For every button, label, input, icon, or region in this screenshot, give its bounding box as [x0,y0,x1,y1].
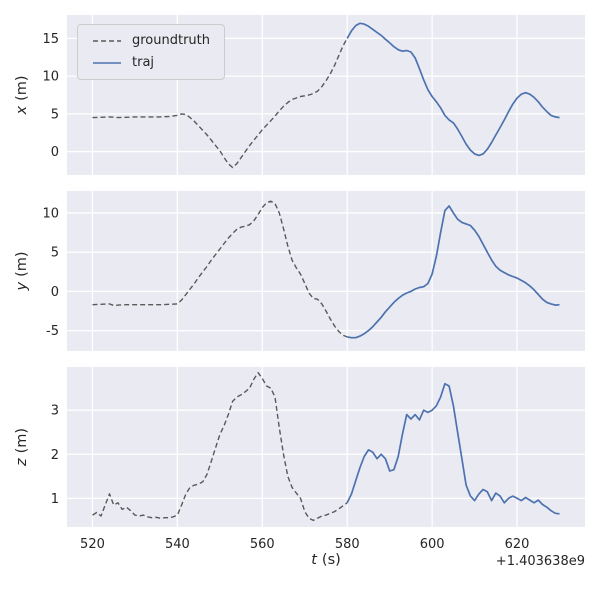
x-tick-label: 560 [250,537,275,552]
x-tick-label: 520 [80,537,105,552]
y-tick-label: 2 [51,448,59,463]
legend: groundtruth traj [77,24,226,80]
legend-label-traj: traj [132,55,155,70]
y-axis-label-x: x (m) [14,75,30,114]
series-groundtruth [92,38,348,169]
y-axis-label-x-unit: (m) [14,75,30,101]
series-groundtruth [92,372,348,522]
y-tick-label: 5 [51,246,59,261]
y-tick-label: 0 [51,145,59,160]
y-tick-label: 15 [42,32,59,47]
legend-line-sample-traj [93,62,121,64]
x-tick-label: 580 [335,537,360,552]
legend-label-groundtruth: groundtruth [132,33,211,48]
y-tick-label: 10 [42,206,59,221]
y-tick-label: 10 [42,70,59,85]
x-tick-label: 620 [505,537,530,552]
series-traj [347,205,560,339]
legend-item-traj: traj [92,55,210,71]
y-tick-label: 3 [51,404,59,419]
y-axis-label-x-var: x [14,105,30,115]
y-tick-label: 0 [51,285,59,300]
subplot-background [67,191,585,351]
y-tick-label: 1 [51,492,59,507]
x-axis-label-var: t [311,552,317,568]
y-axis-label-y: y (m) [14,251,30,290]
y-axis-label-y-unit: (m) [14,251,30,277]
legend-item-groundtruth: groundtruth [92,33,210,49]
x-axis-offset-text: +1.403638e9 [495,554,585,569]
y-axis-label-z: z (m) [14,428,30,466]
series-groundtruth [92,200,348,338]
series-traj [346,382,560,515]
x-tick-label: 540 [165,537,190,552]
subplot-background [67,367,585,527]
y-axis-label-z-unit: (m) [14,427,30,454]
x-tick-label: 600 [420,537,445,552]
y-tick-label: 5 [51,107,59,122]
y-axis-label-y-var: y [14,281,30,291]
series-traj [346,22,560,157]
y-axis-label-z-var: z [14,458,30,467]
x-axis-label: t (s) [67,552,585,568]
y-tick-label: -5 [46,324,59,339]
x-axis-label-unit: (s) [321,552,341,568]
legend-line-sample-groundtruth [93,40,121,42]
